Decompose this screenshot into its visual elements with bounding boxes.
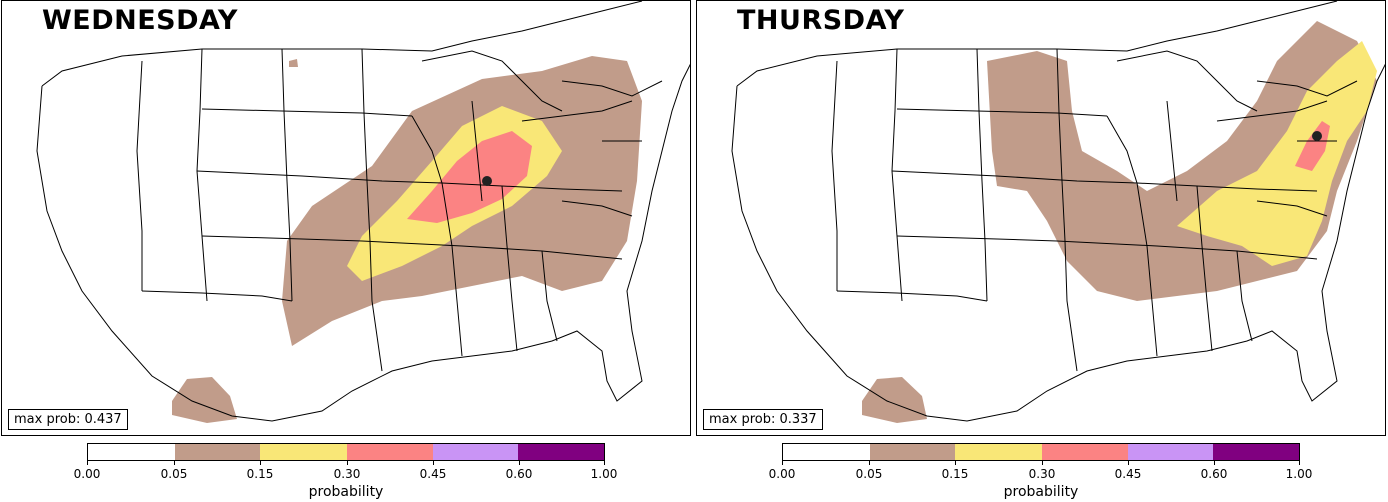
tick-label: 0.00	[768, 467, 796, 481]
thursday-map: THURSDAY max prob: 0.337	[696, 0, 1386, 436]
wednesday-colorbar	[87, 443, 605, 461]
tick-label: 0.60	[505, 467, 533, 481]
wednesday-map: WEDNESDAY max prob: 0.437	[1, 0, 691, 436]
tick-label: 0.60	[1200, 467, 1228, 481]
tick-label: 0.15	[246, 467, 274, 481]
tick-label: 0.05	[855, 467, 883, 481]
wednesday-map-canvas	[36, 1, 690, 423]
colorbar-seg-1	[174, 444, 261, 460]
wednesday-prob-30	[407, 131, 532, 223]
colorbar-seg-4	[432, 444, 519, 460]
tick-label: 0.45	[1114, 467, 1142, 481]
colorbar-seg-3	[347, 444, 433, 460]
thursday-max-marker	[1312, 131, 1322, 141]
tick-label: 0.00	[73, 467, 101, 481]
thursday-colorbar	[782, 443, 1300, 461]
wednesday-max-prob: max prob: 0.437	[8, 409, 128, 430]
tick-label: 0.30	[333, 467, 361, 481]
colorbar-seg-3	[1042, 444, 1128, 460]
wednesday-colorbar-ticks: 0.00 0.05 0.15 0.30 0.45 0.60 1.00	[74, 461, 617, 481]
thursday-map-canvas	[731, 1, 1385, 423]
thursday-colorbar-label: probability	[1003, 484, 1079, 500]
tick-label: 1.00	[590, 467, 618, 481]
wednesday-colorbar-label: probability	[308, 484, 384, 500]
thursday-boundaries	[731, 1, 1385, 422]
tick-label: 0.30	[1028, 467, 1056, 481]
colorbar-seg-4	[1127, 444, 1214, 460]
colorbar-seg-2	[260, 444, 348, 460]
thursday-panel: THURSDAY max prob: 0.337 0.00 0.05 0.15 …	[695, 0, 1386, 502]
colorbar-seg-5	[518, 444, 605, 460]
tick-label: 0.45	[419, 467, 447, 481]
thursday-max-prob: max prob: 0.337	[703, 409, 823, 430]
thursday-prob-15	[1177, 41, 1377, 266]
colorbar-seg-5	[1213, 444, 1300, 460]
wednesday-boundaries	[36, 1, 690, 422]
colorbar-seg-0	[783, 444, 870, 460]
thursday-title: THURSDAY	[737, 5, 905, 36]
colorbar-seg-2	[955, 444, 1043, 460]
colorbar-seg-1	[869, 444, 956, 460]
thursday-colorbar-ticks: 0.00 0.05 0.15 0.30 0.45 0.60 1.00	[769, 461, 1312, 481]
wednesday-title: WEDNESDAY	[42, 5, 238, 36]
colorbar-seg-0	[88, 444, 175, 460]
tick-label: 1.00	[1285, 467, 1313, 481]
wednesday-max-marker	[482, 176, 492, 186]
tick-label: 0.15	[941, 467, 969, 481]
wednesday-panel: WEDNESDAY max prob: 0.437 0.00 0.05 0.15…	[0, 0, 691, 502]
tick-label: 0.05	[160, 467, 188, 481]
